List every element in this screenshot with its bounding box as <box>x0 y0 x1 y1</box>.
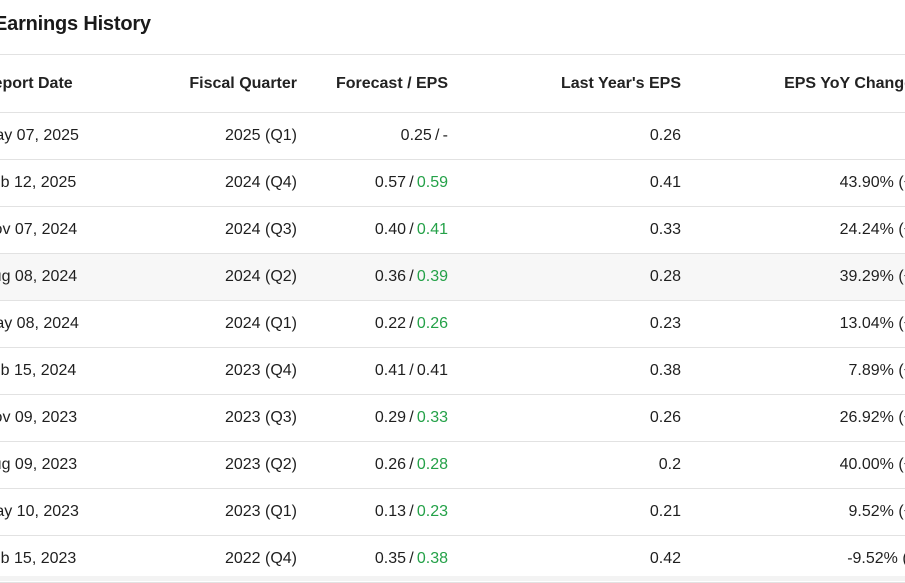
report-date-cell: Feb 12, 2025 <box>0 174 77 191</box>
forecast-value: 0.41 <box>374 362 406 379</box>
last-year-eps-cell: 0.23 <box>649 315 681 332</box>
forecast-eps-cell: 0.41 / 0.41 <box>298 348 448 394</box>
forecast-separator: / <box>406 550 417 567</box>
forecast-separator: / <box>406 362 417 379</box>
fiscal-quarter-cell: 2024 (Q1) <box>224 315 297 332</box>
section-title: Earnings History <box>0 13 151 35</box>
forecast-eps-cell: 0.22 / 0.26 <box>298 301 448 347</box>
eps-yoy-change-cell: 26.92% (+ <box>839 409 905 426</box>
eps-yoy-change-cell <box>733 113 905 159</box>
forecast-eps-cell: 0.26 / 0.28 <box>298 442 448 488</box>
report-date-cell: Aug 08, 2024 <box>0 268 78 285</box>
forecast-eps-cell: 0.25 / - <box>298 113 448 159</box>
actual-eps-value: 0.59 <box>416 174 448 191</box>
actual-eps-value: 0.41 <box>416 221 448 238</box>
last-year-eps-cell: 0.41 <box>649 174 681 191</box>
last-year-eps-cell: 0.28 <box>649 268 681 285</box>
next-row-strip <box>0 576 905 581</box>
fiscal-quarter-cell: 2025 (Q1) <box>224 127 297 144</box>
fiscal-quarter-cell: 2024 (Q4) <box>224 174 297 191</box>
report-date-cell: Aug 09, 2023 <box>0 456 78 473</box>
fiscal-quarter-cell: 2023 (Q4) <box>224 362 297 379</box>
last-year-eps-cell: 0.26 <box>649 127 681 144</box>
column-header-eps-yoy-change[interactable]: EPS YoY Change <box>784 74 905 92</box>
column-header-report-date[interactable]: Report Date <box>0 74 73 92</box>
report-date-cell: Feb 15, 2023 <box>0 550 77 567</box>
forecast-value: 0.29 <box>374 409 406 426</box>
fiscal-quarter-cell: 2023 (Q2) <box>224 456 297 473</box>
fiscal-quarter-cell: 2024 (Q3) <box>224 221 297 238</box>
forecast-separator: / <box>406 221 417 238</box>
report-date-cell: Feb 15, 2024 <box>0 362 77 379</box>
forecast-eps-cell: 0.13 / 0.23 <box>298 489 448 535</box>
eps-yoy-change-cell: 39.29% (+ <box>839 268 905 285</box>
last-year-eps-cell: 0.2 <box>658 456 681 473</box>
forecast-separator: / <box>406 268 417 285</box>
forecast-value: 0.25 <box>400 127 432 144</box>
forecast-value: 0.57 <box>374 174 406 191</box>
actual-eps-value: 0.23 <box>416 503 448 520</box>
actual-eps-value: 0.39 <box>416 268 448 285</box>
report-date-cell: May 07, 2025 <box>0 127 79 144</box>
report-date-cell: Nov 07, 2024 <box>0 221 78 238</box>
report-date-cell: May 10, 2023 <box>0 503 79 520</box>
report-date-cell: Nov 09, 2023 <box>0 409 78 426</box>
column-header-fiscal-quarter[interactable]: Fiscal Quarter <box>189 74 297 92</box>
forecast-separator: / <box>406 409 417 426</box>
earnings-history-table: Report Date Fiscal Quarter Forecast / EP… <box>0 54 905 583</box>
forecast-eps-cell: 0.36 / 0.39 <box>298 254 448 300</box>
fiscal-quarter-cell: 2024 (Q2) <box>224 268 297 285</box>
eps-yoy-change-cell: 43.90% (+ <box>839 174 905 191</box>
last-year-eps-cell: 0.26 <box>649 409 681 426</box>
actual-eps-value: 0.33 <box>416 409 448 426</box>
fiscal-quarter-cell: 2022 (Q4) <box>224 550 297 567</box>
report-date-cell: May 08, 2024 <box>0 315 79 332</box>
forecast-eps-cell: 0.29 / 0.33 <box>298 395 448 441</box>
forecast-separator: / <box>406 456 417 473</box>
eps-yoy-change-cell: -9.52% (- <box>847 550 905 567</box>
last-year-eps-cell: 0.42 <box>649 550 681 567</box>
eps-yoy-change-cell: 24.24% (+ <box>839 221 905 238</box>
forecast-value: 0.26 <box>374 456 406 473</box>
forecast-eps-cell: 0.57 / 0.59 <box>298 160 448 206</box>
eps-yoy-change-cell: 7.89% (+ <box>848 362 905 379</box>
actual-eps-value: - <box>442 127 448 144</box>
forecast-eps-cell: 0.35 / 0.38 <box>298 536 448 582</box>
forecast-value: 0.40 <box>374 221 406 238</box>
fiscal-quarter-cell: 2023 (Q3) <box>224 409 297 426</box>
eps-yoy-change-cell: 9.52% (+ <box>848 503 905 520</box>
forecast-value: 0.13 <box>374 503 406 520</box>
table-header-row: Report Date Fiscal Quarter Forecast / EP… <box>0 55 905 113</box>
fiscal-quarter-cell: 2023 (Q1) <box>224 503 297 520</box>
actual-eps-value: 0.26 <box>416 315 448 332</box>
forecast-separator: / <box>406 174 417 191</box>
forecast-value: 0.22 <box>374 315 406 332</box>
eps-yoy-change-cell: 40.00% (+ <box>839 456 905 473</box>
forecast-separator: / <box>406 503 417 520</box>
actual-eps-value: 0.38 <box>416 550 448 567</box>
eps-yoy-change-cell: 13.04% (+ <box>839 315 905 332</box>
forecast-separator: / <box>406 315 417 332</box>
column-header-last-year-eps[interactable]: Last Year's EPS <box>560 74 681 92</box>
forecast-separator: / <box>431 127 443 144</box>
actual-eps-value: 0.41 <box>416 362 448 379</box>
column-header-forecast-eps[interactable]: Forecast / EPS <box>335 74 448 92</box>
forecast-eps-cell: 0.40 / 0.41 <box>298 207 448 253</box>
forecast-value: 0.36 <box>374 268 406 285</box>
last-year-eps-cell: 0.21 <box>649 503 681 520</box>
forecast-value: 0.35 <box>374 550 406 567</box>
last-year-eps-cell: 0.38 <box>649 362 681 379</box>
actual-eps-value: 0.28 <box>416 456 448 473</box>
last-year-eps-cell: 0.33 <box>649 221 681 238</box>
